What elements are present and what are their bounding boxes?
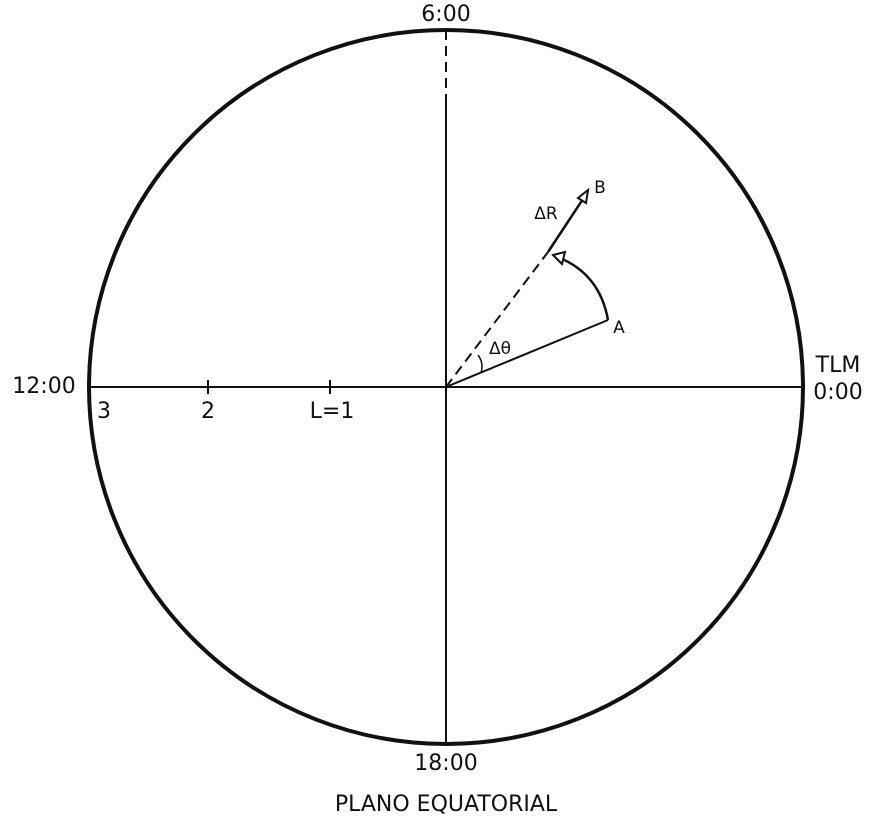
label-6: 6:00 [421, 2, 470, 27]
delta-r-arrow [546, 195, 587, 253]
radius-dashed [445, 251, 549, 388]
label-delta-r: ΔR [534, 204, 558, 224]
arrowhead [551, 250, 567, 266]
caption: PLANO EQUATORIAL [335, 792, 558, 817]
rotation-arc [559, 256, 610, 321]
label-l3: 3 [97, 399, 111, 424]
label-12: 12:00 [12, 374, 75, 399]
radius-a [445, 319, 609, 388]
label-delta-theta: Δθ [489, 339, 511, 359]
label-b: B [594, 178, 606, 198]
label-a: A [613, 318, 625, 338]
label-l1: L=1 [310, 399, 355, 424]
label-0: 0:00 [813, 380, 862, 405]
label-tlm: TLM [815, 353, 861, 378]
arrowhead [576, 187, 590, 205]
label-l2: 2 [201, 399, 215, 424]
label-18: 18:00 [414, 751, 477, 776]
angle-arc [477, 354, 483, 374]
